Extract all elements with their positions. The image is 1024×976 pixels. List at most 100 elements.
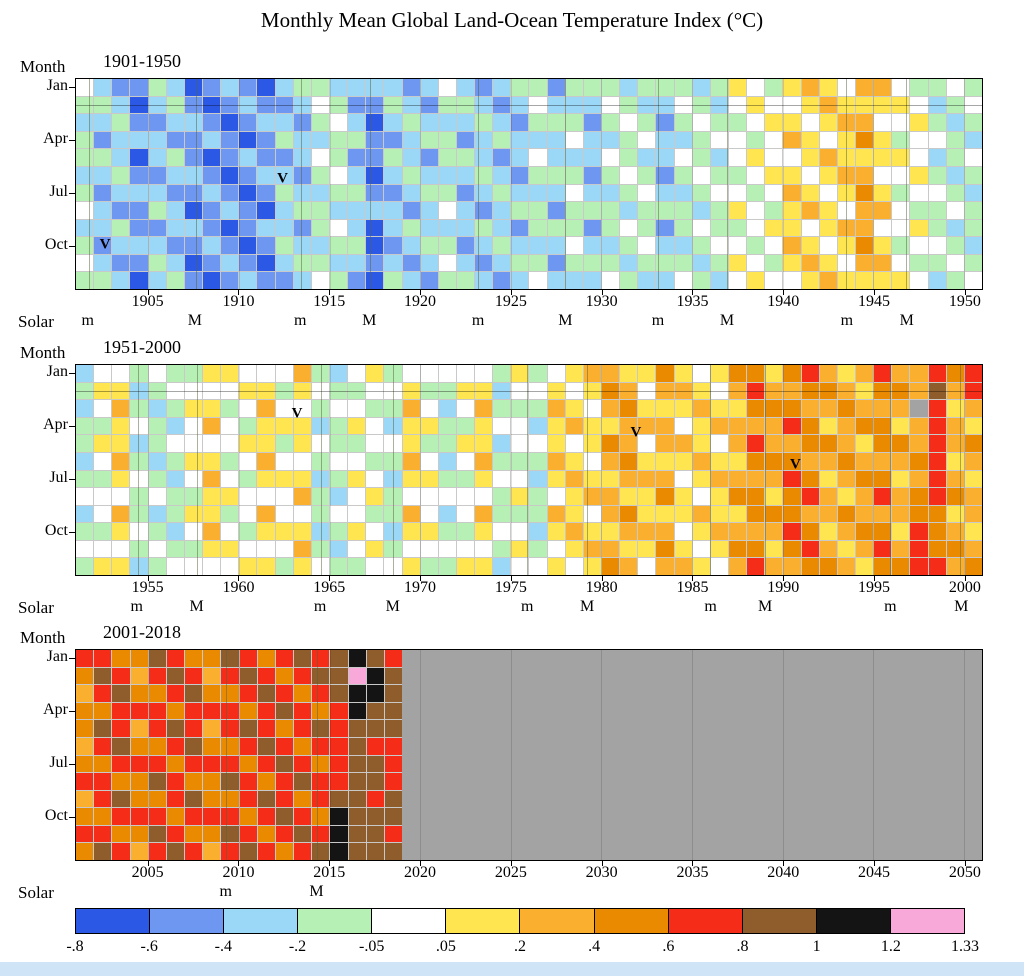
heatmap-cell	[438, 435, 456, 452]
heatmap-cell	[348, 382, 366, 400]
heatmap-cell	[475, 237, 493, 254]
year-gridline	[420, 79, 422, 289]
heatmap-cell	[438, 365, 456, 382]
heatmap-cell	[275, 79, 293, 96]
year-tick-label: 1915	[313, 293, 346, 310]
heatmap-cell	[366, 382, 384, 400]
heatmap-cell	[130, 166, 148, 184]
heatmap-cell	[348, 650, 366, 667]
year-tick-label: 2005	[131, 864, 164, 881]
heatmap-cell	[311, 365, 329, 382]
heatmap-cell	[856, 219, 874, 237]
heatmap-cell	[94, 166, 112, 184]
heatmap-cell	[329, 272, 348, 289]
heatmap-cell	[166, 79, 184, 96]
heatmap-cell	[221, 667, 239, 685]
heatmap-cell	[656, 237, 674, 254]
heatmap-cell	[493, 558, 511, 575]
month-tick	[69, 657, 75, 659]
heatmap-cell	[202, 202, 221, 219]
heatmap-cell	[747, 488, 765, 505]
heatmap-cell	[112, 825, 130, 843]
heatmap-cell	[130, 650, 148, 667]
heatmap-cell	[130, 452, 148, 470]
heatmap-cell	[837, 435, 856, 452]
heatmap-cell	[674, 470, 692, 488]
heatmap-cell	[946, 558, 964, 575]
year-gridline	[510, 365, 512, 575]
heatmap-cell	[456, 96, 475, 114]
heatmap-cell	[946, 114, 964, 131]
heatmap-cell	[148, 488, 166, 505]
heatmap-cell	[312, 755, 330, 773]
year-tick	[692, 861, 694, 866]
heatmap-cell	[76, 790, 94, 808]
heatmap-cell	[638, 184, 656, 202]
heatmap-cell	[819, 400, 837, 417]
year-tick-label: 1935	[676, 293, 709, 310]
heatmap-cell	[602, 184, 620, 202]
heatmap-cell	[275, 755, 294, 773]
heatmap-cell	[202, 272, 221, 289]
colorbar-edge-label: .2	[514, 938, 526, 955]
heatmap-cell	[656, 470, 674, 488]
heatmap-cell	[294, 808, 312, 825]
heatmap-cell	[674, 452, 692, 470]
heatmap-cell	[384, 202, 402, 219]
heatmap-cell	[747, 435, 765, 452]
heatmap-cell	[674, 237, 692, 254]
heatmap-cell	[565, 237, 583, 254]
heatmap-cell	[76, 166, 94, 184]
heatmap-cell	[946, 131, 964, 149]
heatmap-cell	[874, 382, 892, 400]
heatmap-cell	[384, 365, 402, 382]
heatmap-cell	[910, 558, 928, 575]
colorbar-edge-label: .4	[588, 938, 601, 955]
heatmap-cell	[892, 272, 910, 289]
heatmap-cell	[94, 650, 112, 667]
heatmap-cell	[329, 505, 348, 523]
heatmap-cell	[420, 184, 438, 202]
heatmap-cell	[239, 114, 257, 131]
heatmap-cell	[511, 131, 529, 149]
heatmap-cell	[402, 219, 420, 237]
heatmap-cell	[329, 219, 348, 237]
heatmap-cell	[964, 131, 982, 149]
heatmap-cell	[856, 540, 874, 558]
heatmap-cell	[166, 470, 184, 488]
heatmap-cell	[964, 523, 982, 540]
solar-marker-M: M	[558, 312, 573, 329]
heatmap-cell	[837, 488, 856, 505]
year-gridline	[420, 650, 422, 860]
heatmap-cell	[638, 435, 656, 452]
heatmap-cell	[130, 558, 148, 575]
heatmap-cell	[674, 96, 692, 114]
volcano-marker: V	[789, 456, 801, 473]
heatmap-cell	[656, 523, 674, 540]
heatmap-cell	[94, 114, 112, 131]
heatmap-cell	[275, 219, 293, 237]
heatmap-cell	[783, 558, 801, 575]
heatmap-cell	[166, 114, 184, 131]
heatmap-cell	[185, 773, 203, 790]
heatmap-cell	[76, 470, 94, 488]
solar-cycle-line	[195, 79, 197, 289]
heatmap-cell	[692, 149, 710, 166]
heatmap-cell	[366, 505, 384, 523]
heatmap-cell	[910, 365, 928, 382]
heatmap-cell	[729, 149, 747, 166]
solar-marker-M: M	[362, 312, 377, 329]
heatmap-cell	[275, 166, 293, 184]
heatmap-cell	[202, 219, 221, 237]
heatmap-cell	[656, 202, 674, 219]
heatmap-cell	[166, 254, 184, 272]
heatmap-cell	[602, 202, 620, 219]
heatmap-cell	[330, 667, 348, 685]
heatmap-cell	[946, 96, 964, 114]
heatmap-cell	[729, 202, 747, 219]
heatmap-cell	[638, 452, 656, 470]
heatmap-cell	[293, 96, 311, 114]
heatmap-cell	[511, 79, 529, 96]
colorbar-edge-label: .6	[662, 938, 675, 955]
month-tick-label: Oct	[44, 235, 68, 253]
